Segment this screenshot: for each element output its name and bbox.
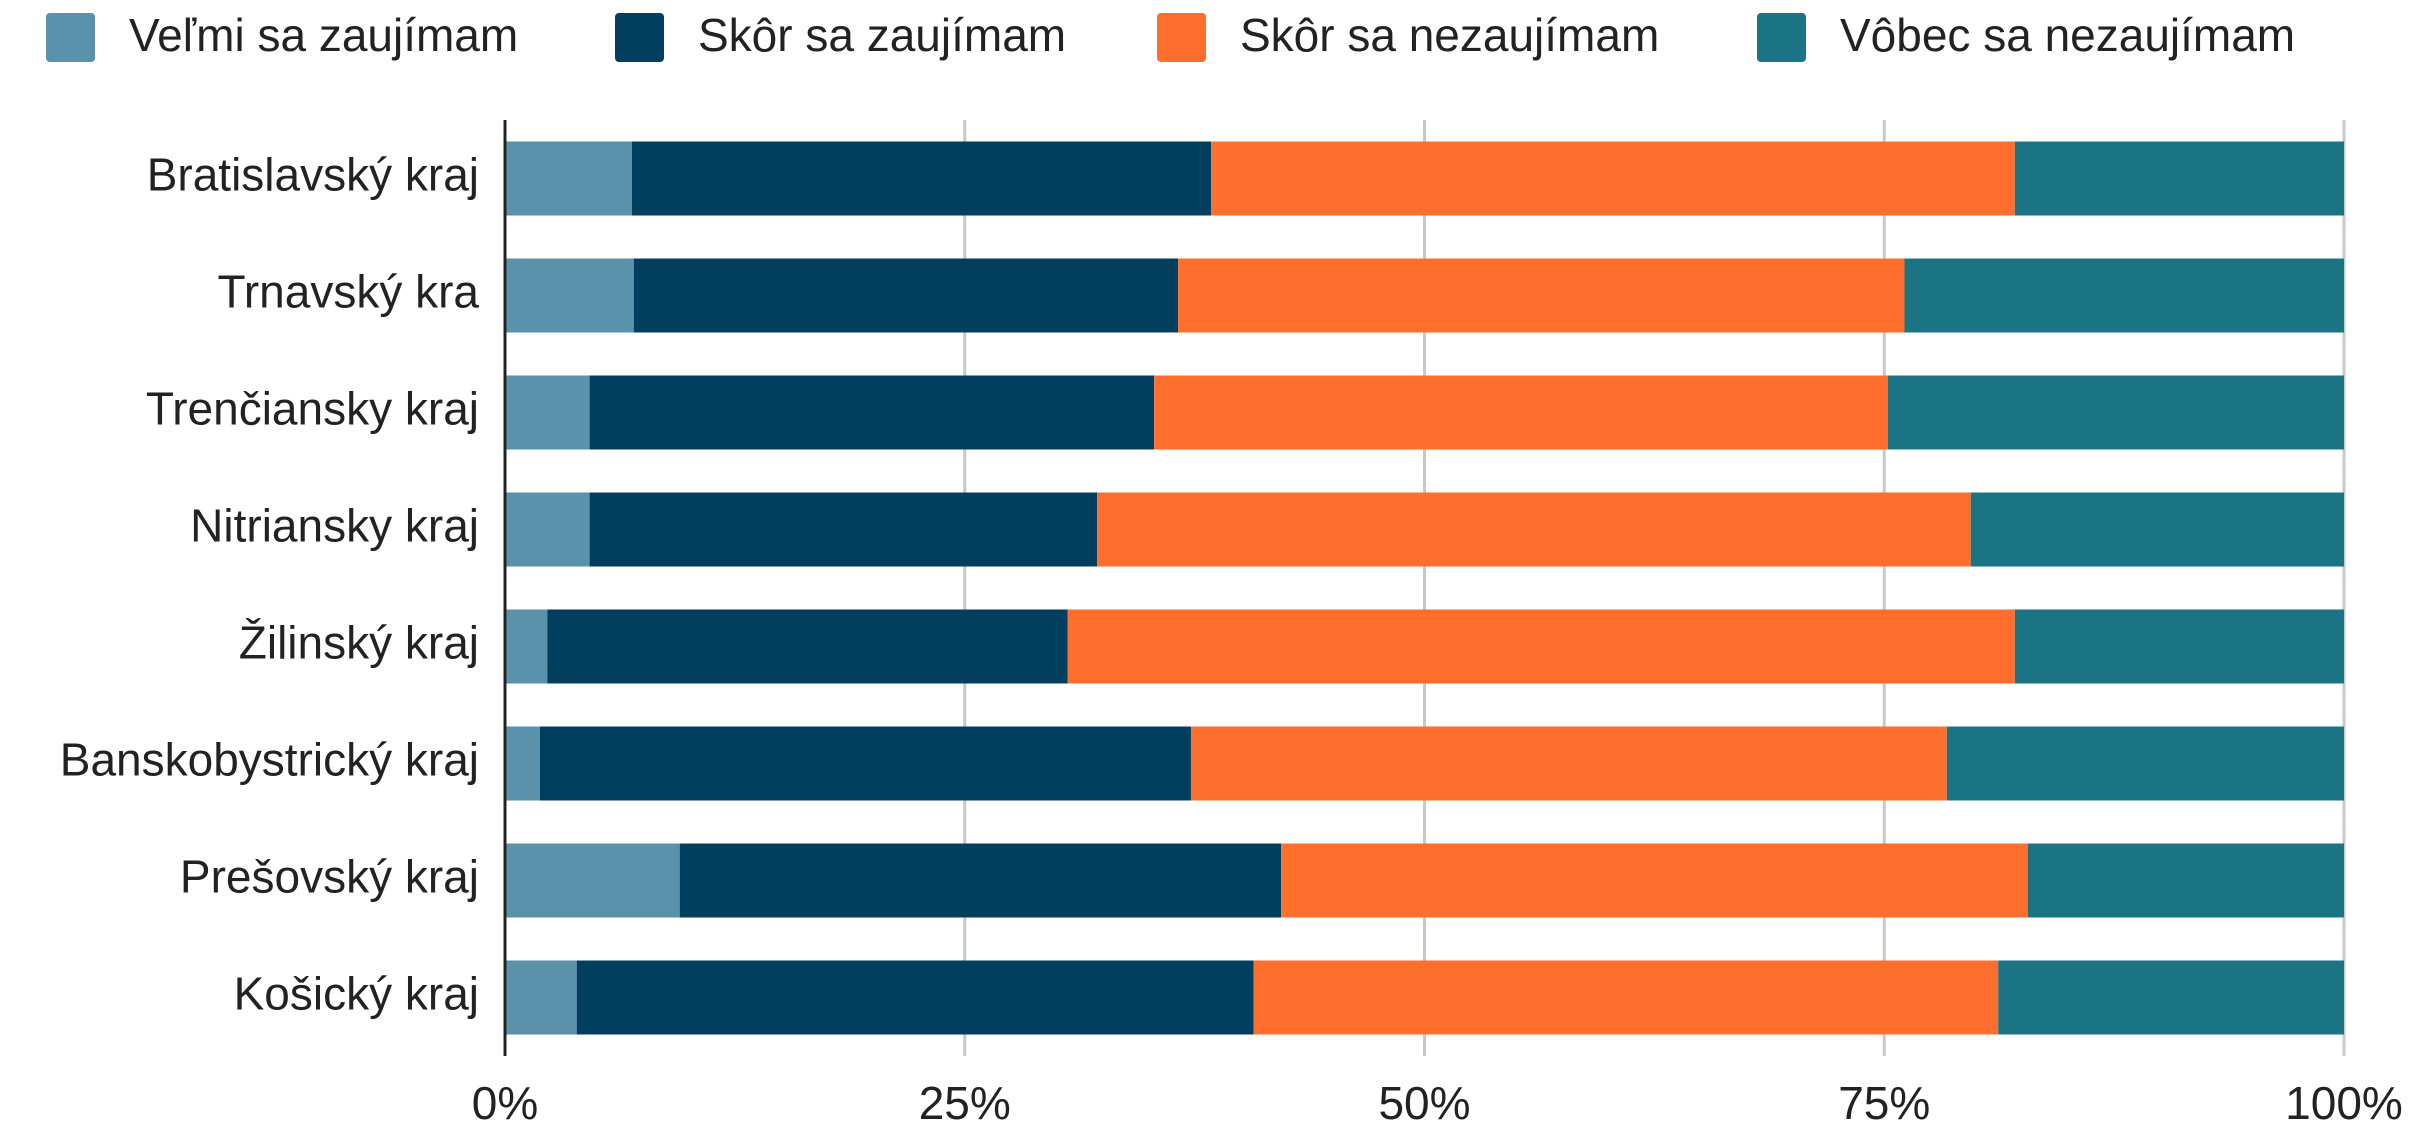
bar-segment xyxy=(1097,492,1971,567)
bar-segment xyxy=(633,258,1179,333)
y-tick-label: Banskobystrický kraj xyxy=(60,734,479,786)
bar-segment xyxy=(1887,375,2344,450)
bar-segment xyxy=(1190,726,1947,801)
bar-segment xyxy=(1998,960,2344,1035)
x-tick-label: 0% xyxy=(472,1077,538,1129)
bar-segment xyxy=(1211,141,2015,216)
bar-segment xyxy=(1970,492,2344,567)
bar-segment xyxy=(505,258,634,333)
x-tick-label: 75% xyxy=(1838,1077,1930,1129)
legend-label: Veľmi sa zaujímam xyxy=(129,9,518,61)
bar-segment xyxy=(1904,258,2344,333)
y-tick-label: Trenčiansky kraj xyxy=(146,383,479,435)
y-tick-label: Prešovský kraj xyxy=(180,851,479,903)
y-tick-label: Nitriansky kraj xyxy=(190,500,479,552)
bar-segment xyxy=(1253,960,1999,1035)
legend-swatch xyxy=(1757,13,1806,62)
bar-segment xyxy=(679,843,1282,918)
legend-swatch xyxy=(46,13,95,62)
bar-segment xyxy=(505,375,590,450)
bar-segment xyxy=(505,960,577,1035)
x-tick-label: 50% xyxy=(1378,1077,1470,1129)
y-tick-label: Trnavský kra xyxy=(217,266,479,318)
bar-segment xyxy=(631,141,1212,216)
y-tick-label: Košický kraj xyxy=(234,968,479,1020)
x-tick-label: 25% xyxy=(919,1077,1011,1129)
bar-segment xyxy=(505,609,548,684)
legend-label: Vôbec sa nezaujímam xyxy=(1840,9,2295,61)
legend-label: Skôr sa zaujímam xyxy=(698,9,1066,61)
bar-segment xyxy=(539,726,1191,801)
legend-label: Skôr sa nezaujímam xyxy=(1240,9,1659,61)
bar-segment xyxy=(505,726,540,801)
legend-swatch xyxy=(1157,13,1206,62)
y-tick-label: Bratislavský kraj xyxy=(147,149,479,201)
bar-segment xyxy=(505,141,632,216)
bar-segment xyxy=(2014,141,2344,216)
x-tick-label: 100% xyxy=(2285,1077,2403,1129)
bar-segment xyxy=(505,843,680,918)
legend-swatch xyxy=(615,13,664,62)
bar-segment xyxy=(1946,726,2344,801)
bar-segment xyxy=(1067,609,2015,684)
bar-segment xyxy=(2014,609,2344,684)
bar-segment xyxy=(1281,843,2028,918)
bar-segment xyxy=(576,960,1254,1035)
bar-segment xyxy=(2027,843,2344,918)
bar-segment xyxy=(547,609,1068,684)
bar-segment xyxy=(1178,258,1905,333)
y-tick-label: Žilinský kraj xyxy=(239,617,479,669)
bar-segment xyxy=(589,375,1155,450)
bar-segment xyxy=(1154,375,1888,450)
bar-segment xyxy=(589,492,1098,567)
bar-segment xyxy=(505,492,590,567)
